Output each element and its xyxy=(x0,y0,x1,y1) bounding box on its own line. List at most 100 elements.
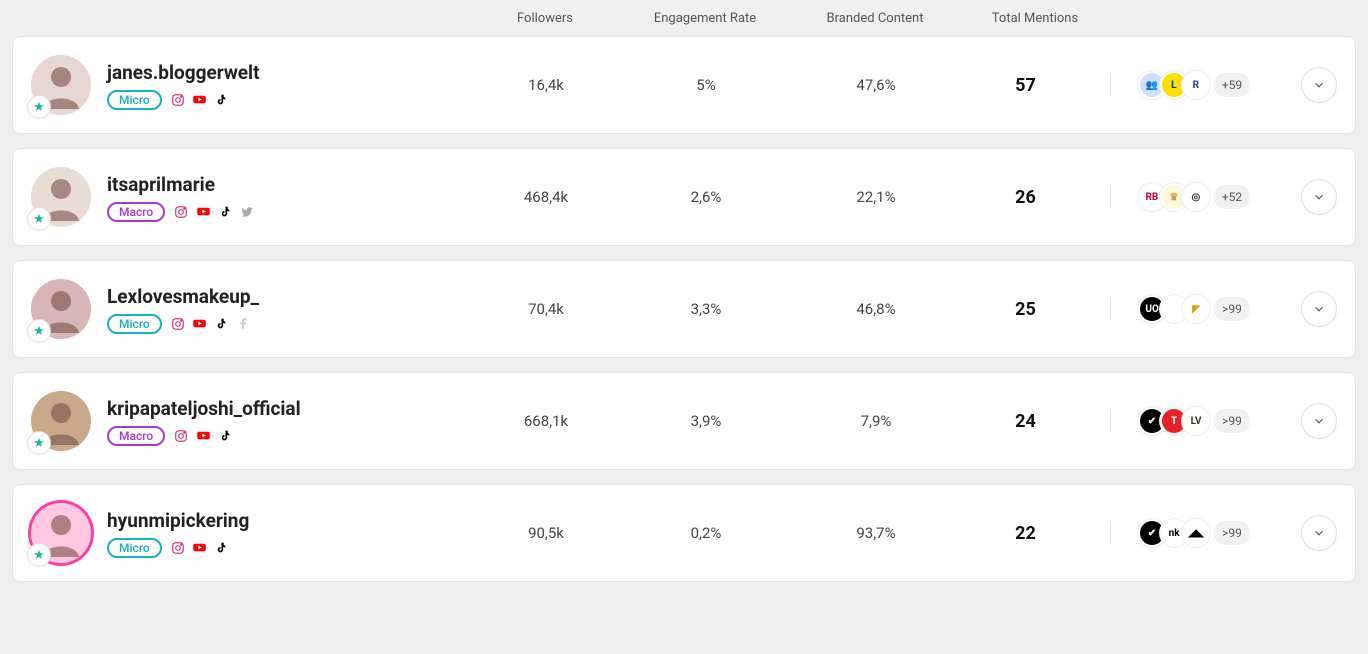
tiktok-icon xyxy=(217,204,233,220)
influencer-row[interactable]: ★ itsaprilmarie Macro 468,4k 2,6% 22,1% … xyxy=(12,148,1356,246)
branded-value: 22,1% xyxy=(791,188,961,206)
expand-button[interactable] xyxy=(1301,291,1337,327)
col-engagement[interactable]: Engagement Rate xyxy=(620,11,790,26)
username[interactable]: itsaprilmarie xyxy=(107,173,255,196)
col-mentions[interactable]: Total Mentions xyxy=(960,11,1110,26)
brand-more-count[interactable]: >99 xyxy=(1214,297,1250,321)
brand-more-count[interactable]: >99 xyxy=(1214,521,1250,545)
tier-badge: Micro xyxy=(107,314,162,334)
profile-cell: ★ itsaprilmarie Macro xyxy=(31,167,471,227)
tiktok-icon xyxy=(214,540,230,556)
mentions-value: 24 xyxy=(961,411,1111,432)
chevron-down-icon xyxy=(1312,302,1326,316)
expand-button[interactable] xyxy=(1301,67,1337,103)
username[interactable]: hyunmipickering xyxy=(107,509,249,532)
youtube-icon xyxy=(192,92,208,108)
brand-logo[interactable]: ◢◣ xyxy=(1182,519,1210,547)
brand-logos: 👥LR +59 xyxy=(1111,71,1277,99)
engagement-value: 2,6% xyxy=(621,188,791,206)
expand-button[interactable] xyxy=(1301,179,1337,215)
brand-logo[interactable]: R xyxy=(1182,71,1210,99)
brand-logo[interactable]: ◤ xyxy=(1182,295,1210,323)
followers-value: 668,1k xyxy=(471,412,621,430)
instagram-icon xyxy=(173,428,189,444)
followers-value: 90,5k xyxy=(471,524,621,542)
instagram-icon xyxy=(173,204,189,220)
verified-star-icon: ★ xyxy=(27,95,51,119)
engagement-value: 3,9% xyxy=(621,412,791,430)
table-header: Followers Engagement Rate Branded Conten… xyxy=(12,0,1356,36)
avatar[interactable]: ★ xyxy=(31,279,91,339)
avatar[interactable]: ★ xyxy=(31,391,91,451)
brand-more-count[interactable]: +52 xyxy=(1214,185,1250,209)
expand-button[interactable] xyxy=(1301,515,1337,551)
chevron-down-icon xyxy=(1312,526,1326,540)
influencer-list: ★ janes.bloggerwelt Micro 16,4k 5% 47,6%… xyxy=(12,36,1356,582)
branded-value: 93,7% xyxy=(791,524,961,542)
branded-value: 7,9% xyxy=(791,412,961,430)
branded-value: 47,6% xyxy=(791,76,961,94)
brand-more-count[interactable]: +59 xyxy=(1214,73,1250,97)
instagram-icon xyxy=(170,540,186,556)
youtube-icon xyxy=(192,540,208,556)
social-icons xyxy=(170,316,252,332)
tier-badge: Macro xyxy=(107,426,165,446)
tiktok-icon xyxy=(217,428,233,444)
facebook-icon xyxy=(236,316,252,332)
username[interactable]: kripapateljoshi_official xyxy=(107,397,301,420)
username[interactable]: Lexlovesmakeup_ xyxy=(107,285,259,308)
verified-star-icon: ★ xyxy=(27,431,51,455)
social-icons xyxy=(173,204,255,220)
tiktok-icon xyxy=(214,316,230,332)
brand-logo[interactable]: LV xyxy=(1182,407,1210,435)
engagement-value: 0,2% xyxy=(621,524,791,542)
influencer-row[interactable]: ★ kripapateljoshi_official Macro 668,1k … xyxy=(12,372,1356,470)
brand-logo[interactable]: ◎ xyxy=(1182,183,1210,211)
mentions-value: 57 xyxy=(961,75,1111,96)
avatar[interactable]: ★ xyxy=(31,503,91,563)
influencer-row[interactable]: ★ janes.bloggerwelt Micro 16,4k 5% 47,6%… xyxy=(12,36,1356,134)
youtube-icon xyxy=(195,204,211,220)
social-icons xyxy=(170,92,230,108)
instagram-icon xyxy=(170,316,186,332)
profile-cell: ★ Lexlovesmakeup_ Micro xyxy=(31,279,471,339)
brand-logos: UO◤ >99 xyxy=(1111,295,1277,323)
branded-value: 46,8% xyxy=(791,300,961,318)
followers-value: 16,4k xyxy=(471,76,621,94)
col-branded[interactable]: Branded Content xyxy=(790,11,960,26)
tier-badge: Micro xyxy=(107,90,162,110)
chevron-down-icon xyxy=(1312,414,1326,428)
verified-star-icon: ★ xyxy=(27,207,51,231)
profile-cell: ★ hyunmipickering Micro xyxy=(31,503,471,563)
engagement-value: 3,3% xyxy=(621,300,791,318)
instagram-icon xyxy=(170,92,186,108)
tier-badge: Micro xyxy=(107,538,162,558)
brand-more-count[interactable]: >99 xyxy=(1214,409,1250,433)
chevron-down-icon xyxy=(1312,190,1326,204)
youtube-icon xyxy=(195,428,211,444)
influencer-row[interactable]: ★ Lexlovesmakeup_ Micro 70,4k 3,3% 46,8%… xyxy=(12,260,1356,358)
expand-button[interactable] xyxy=(1301,403,1337,439)
tier-badge: Macro xyxy=(107,202,165,222)
username[interactable]: janes.bloggerwelt xyxy=(107,61,260,84)
mentions-value: 25 xyxy=(961,299,1111,320)
engagement-value: 5% xyxy=(621,76,791,94)
brand-logos: ✔TLV >99 xyxy=(1111,407,1277,435)
mentions-value: 26 xyxy=(961,187,1111,208)
verified-star-icon: ★ xyxy=(27,319,51,343)
brand-logos: RB♛◎ +52 xyxy=(1111,183,1277,211)
profile-cell: ★ kripapateljoshi_official Macro xyxy=(31,391,471,451)
influencer-row[interactable]: ★ hyunmipickering Micro 90,5k 0,2% 93,7%… xyxy=(12,484,1356,582)
avatar[interactable]: ★ xyxy=(31,167,91,227)
twitter-icon xyxy=(239,204,255,220)
profile-cell: ★ janes.bloggerwelt Micro xyxy=(31,55,471,115)
followers-value: 70,4k xyxy=(471,300,621,318)
social-icons xyxy=(173,428,233,444)
mentions-value: 22 xyxy=(961,523,1111,544)
chevron-down-icon xyxy=(1312,78,1326,92)
youtube-icon xyxy=(192,316,208,332)
col-followers[interactable]: Followers xyxy=(470,11,620,26)
avatar[interactable]: ★ xyxy=(31,55,91,115)
social-icons xyxy=(170,540,230,556)
tiktok-icon xyxy=(214,92,230,108)
